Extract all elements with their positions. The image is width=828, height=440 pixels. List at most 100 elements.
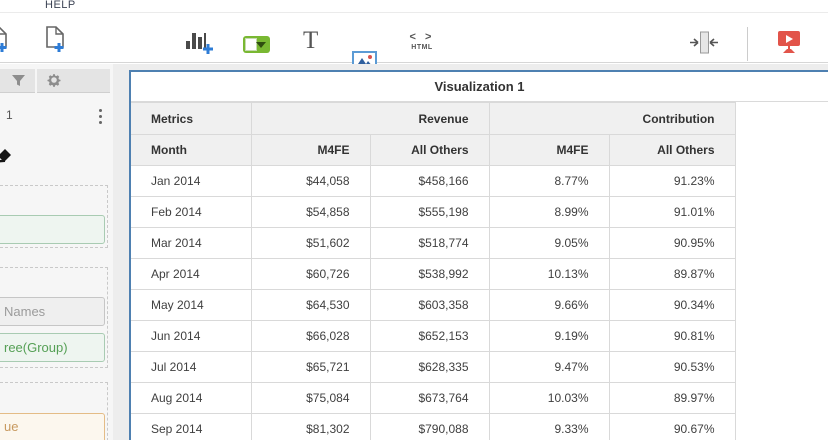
tab-divider [35,69,37,93]
value-cell[interactable]: 90.67% [608,413,736,440]
month-cell[interactable]: Feb 2014 [131,196,252,228]
field-chip[interactable]: Names [0,297,105,326]
dashboard-canvas: Visualization 1 Metrics Revenue Contribu… [113,64,828,440]
value-cell[interactable]: 90.95% [608,227,736,259]
panel-title-row: 1 [0,106,113,128]
header-month[interactable]: Month [131,134,252,166]
menu-help[interactable]: HELP [45,0,76,11]
text-icon[interactable]: T [303,27,319,54]
eraser-icon[interactable] [0,146,14,169]
presentation-mode-icon[interactable] [777,30,801,54]
value-cell[interactable]: 91.23% [608,165,736,197]
field-chip[interactable] [0,215,105,244]
add-page-icon[interactable] [44,25,66,53]
value-cell[interactable]: 89.87% [608,258,736,290]
table-row: Aug 2014 $75,084 $673,764 10.03% 89.97% [131,382,736,414]
month-cell[interactable]: May 2014 [131,289,252,321]
field-chip[interactable]: ree(Group) [0,333,105,362]
data-grid: Metrics Revenue Contribution Month M4FE … [131,102,736,440]
value-cell[interactable]: 9.19% [488,320,610,352]
value-cell[interactable]: 91.01% [608,196,736,228]
table-row: Jan 2014 $44,058 $458,166 8.77% 91.23% [131,165,736,197]
html-label: HTML [411,44,433,51]
value-cell[interactable]: 8.77% [488,165,610,197]
header-others-con[interactable]: All Others [608,134,736,166]
value-cell[interactable]: $652,153 [369,320,490,352]
table-row: Apr 2014 $60,726 $538,992 10.13% 89.87% [131,258,736,290]
value-cell[interactable]: 10.03% [488,382,610,414]
value-cell[interactable]: 90.34% [608,289,736,321]
value-cell[interactable]: 90.53% [608,351,736,383]
value-cell[interactable]: 9.66% [488,289,610,321]
gear-tab[interactable] [46,72,62,93]
month-cell[interactable]: Sep 2014 [131,413,252,440]
value-cell[interactable]: $603,358 [369,289,490,321]
value-cell[interactable]: 8.99% [488,196,610,228]
value-cell[interactable]: $54,858 [250,196,371,228]
table-body: Jan 2014 $44,058 $458,166 8.77% 91.23% Feb 20… [131,165,736,440]
dropzone-metrics[interactable]: ue [0,382,108,440]
menu-bar: HELP [0,0,828,13]
header-m4fe-con[interactable]: M4FE [488,134,610,166]
header-revenue[interactable]: Revenue [250,102,490,135]
month-cell[interactable]: Apr 2014 [131,258,252,290]
value-cell[interactable]: 89.97% [608,382,736,414]
visualization-title[interactable]: Visualization 1 [131,72,828,102]
month-cell[interactable]: Mar 2014 [131,227,252,259]
table-row: Sep 2014 $81,302 $790,088 9.33% 90.67% [131,413,736,440]
value-cell[interactable]: $628,335 [369,351,490,383]
header-m4fe-rev[interactable]: M4FE [250,134,371,166]
table-row: Jul 2014 $65,721 $628,335 9.47% 90.53% [131,351,736,383]
value-cell[interactable]: $65,721 [250,351,371,383]
value-cell[interactable]: 9.05% [488,227,610,259]
visualization-container[interactable]: Visualization 1 Metrics Revenue Contribu… [129,70,828,440]
value-cell[interactable]: 9.33% [488,413,610,440]
field-chip[interactable]: ue [0,413,105,440]
editor-tabbar [0,69,110,93]
table-row: May 2014 $64,530 $603,358 9.66% 90.34% [131,289,736,321]
content-area: 1 Names ree(Group) ue [0,64,828,440]
toolbar-divider [747,27,748,61]
month-cell[interactable]: Aug 2014 [131,382,252,414]
add-visualization-icon[interactable] [185,29,215,55]
header-contribution[interactable]: Contribution [488,102,736,135]
dropzone-rows[interactable] [0,185,108,248]
value-cell[interactable]: $555,198 [369,196,490,228]
value-cell[interactable]: $81,302 [250,413,371,440]
value-cell[interactable]: $518,774 [369,227,490,259]
month-cell[interactable]: Jan 2014 [131,165,252,197]
value-cell[interactable]: $66,028 [250,320,371,352]
value-cell[interactable]: $64,530 [250,289,371,321]
table-row: Feb 2014 $54,858 $555,198 8.99% 91.01% [131,196,736,228]
value-cell[interactable]: $60,726 [250,258,371,290]
header-others-rev[interactable]: All Others [369,134,490,166]
value-cell[interactable]: $458,166 [369,165,490,197]
value-cell[interactable]: $44,058 [250,165,371,197]
value-cell[interactable]: $75,084 [250,382,371,414]
value-cell[interactable]: $673,764 [369,382,490,414]
html-container-icon[interactable]: < > HTML [405,31,439,52]
value-cell[interactable]: 10.13% [488,258,610,290]
table-row: Jun 2014 $66,028 $652,153 9.19% 90.81% [131,320,736,352]
selector-dropdown-arrow [256,42,266,48]
value-cell[interactable]: $51,602 [250,227,371,259]
fit-width-icon[interactable] [690,30,718,56]
editor-panel: 1 Names ree(Group) ue [0,64,113,440]
add-dataset-icon[interactable] [0,25,9,53]
month-cell[interactable]: Jul 2014 [131,351,252,383]
kebab-menu-icon[interactable] [99,109,103,127]
value-cell[interactable]: 90.81% [608,320,736,352]
html-angles-glyph: < > [409,31,435,43]
month-cell[interactable]: Jun 2014 [131,320,252,352]
grid-header-row-metrics: Metrics Revenue Contribution [131,102,736,135]
toolbar: T < > HTML [0,14,828,94]
filter-tab[interactable] [11,73,26,93]
selector-icon[interactable] [243,36,270,53]
dropzone-columns[interactable]: Names ree(Group) [0,267,108,368]
value-cell[interactable]: $790,088 [369,413,490,440]
table-row: Mar 2014 $51,602 $518,774 9.05% 90.95% [131,227,736,259]
value-cell[interactable]: 9.47% [488,351,610,383]
grid-header-row-columns: Month M4FE All Others M4FE All Others [131,134,736,166]
header-metrics[interactable]: Metrics [131,102,252,135]
value-cell[interactable]: $538,992 [369,258,490,290]
